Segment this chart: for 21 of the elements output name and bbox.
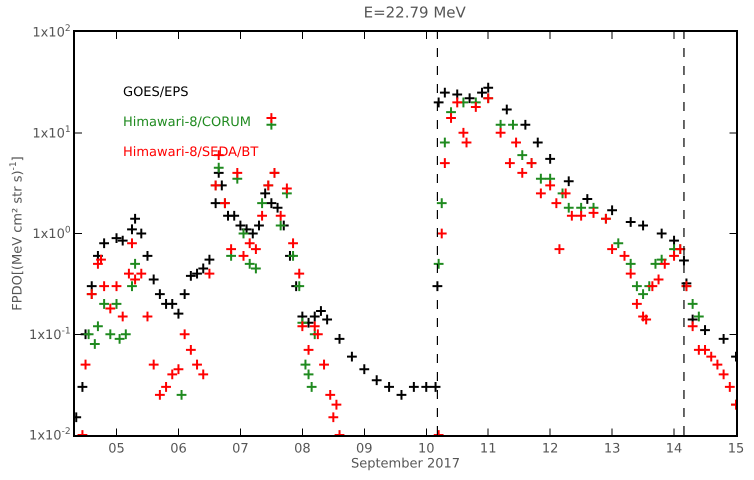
x-tick-label: 13 bbox=[604, 441, 620, 456]
x-tick-label: 09 bbox=[356, 441, 373, 456]
y-tick-label: 1x10$^{1}$ bbox=[32, 124, 71, 142]
x-tick-label: 14 bbox=[666, 441, 682, 456]
y-tick-label: 1x10$^{-1}$ bbox=[29, 326, 71, 343]
x-tick-label: 07 bbox=[232, 441, 249, 456]
x-tick-label: 05 bbox=[108, 441, 125, 456]
x-tick-label: 15 bbox=[728, 441, 744, 456]
text: GOES/EPS bbox=[123, 85, 188, 100]
x-tick-label: 10 bbox=[418, 441, 435, 456]
series-label: Himawari-8/SEDA/BT bbox=[123, 145, 258, 160]
series-label: Himawari-8/CORUM bbox=[123, 115, 251, 130]
x-axis-title: September 2017 bbox=[350, 456, 460, 472]
x-tick-label: 11 bbox=[480, 441, 496, 456]
y-tick-label: 1x10$^{-2}$ bbox=[29, 427, 71, 444]
x-tick-label: 06 bbox=[170, 441, 187, 456]
y-tick-label: 1x10$^{0}$ bbox=[32, 226, 71, 242]
x-tick-label: 08 bbox=[294, 441, 311, 456]
x-tick-label: 12 bbox=[542, 441, 558, 456]
chart-title: E=22.79 MeV bbox=[364, 4, 467, 22]
y-tick-label: 1x10$^{2}$ bbox=[32, 24, 71, 41]
